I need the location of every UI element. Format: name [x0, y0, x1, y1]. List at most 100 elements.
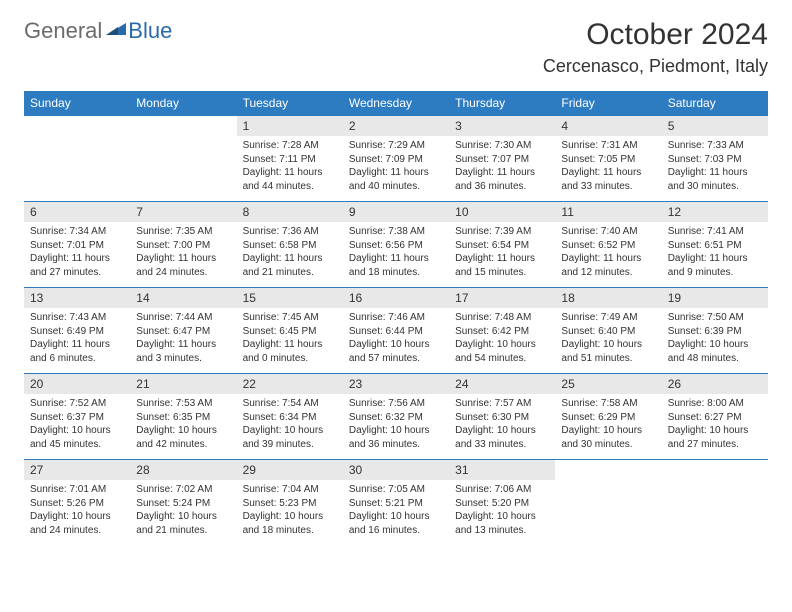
day-body: Sunrise: 7:05 AMSunset: 5:21 PMDaylight:…	[343, 480, 449, 540]
day-body: Sunrise: 7:41 AMSunset: 6:51 PMDaylight:…	[662, 222, 768, 282]
day-number: 21	[130, 374, 236, 394]
day-body: Sunrise: 7:02 AMSunset: 5:24 PMDaylight:…	[130, 480, 236, 540]
calendar-cell-empty	[662, 459, 768, 545]
calendar-cell: 15Sunrise: 7:45 AMSunset: 6:45 PMDayligh…	[237, 287, 343, 373]
logo-icon	[106, 21, 126, 42]
day-body: Sunrise: 7:40 AMSunset: 6:52 PMDaylight:…	[555, 222, 661, 282]
day-header-friday: Friday	[555, 91, 661, 115]
day-number: 8	[237, 202, 343, 222]
calendar-cell: 3Sunrise: 7:30 AMSunset: 7:07 PMDaylight…	[449, 115, 555, 201]
day-body: Sunrise: 7:29 AMSunset: 7:09 PMDaylight:…	[343, 136, 449, 196]
day-body: Sunrise: 7:31 AMSunset: 7:05 PMDaylight:…	[555, 136, 661, 196]
day-number: 31	[449, 460, 555, 480]
day-body: Sunrise: 7:28 AMSunset: 7:11 PMDaylight:…	[237, 136, 343, 196]
month-title: October 2024	[543, 18, 768, 52]
calendar-cell: 9Sunrise: 7:38 AMSunset: 6:56 PMDaylight…	[343, 201, 449, 287]
day-number: 29	[237, 460, 343, 480]
day-body: Sunrise: 7:49 AMSunset: 6:40 PMDaylight:…	[555, 308, 661, 368]
day-number: 15	[237, 288, 343, 308]
calendar-cell: 6Sunrise: 7:34 AMSunset: 7:01 PMDaylight…	[24, 201, 130, 287]
day-body: Sunrise: 7:48 AMSunset: 6:42 PMDaylight:…	[449, 308, 555, 368]
calendar-cell: 31Sunrise: 7:06 AMSunset: 5:20 PMDayligh…	[449, 459, 555, 545]
calendar-cell: 4Sunrise: 7:31 AMSunset: 7:05 PMDaylight…	[555, 115, 661, 201]
day-number: 17	[449, 288, 555, 308]
day-number: 4	[555, 116, 661, 136]
day-number: 22	[237, 374, 343, 394]
calendar-cell: 30Sunrise: 7:05 AMSunset: 5:21 PMDayligh…	[343, 459, 449, 545]
day-body: Sunrise: 7:39 AMSunset: 6:54 PMDaylight:…	[449, 222, 555, 282]
calendar-cell: 7Sunrise: 7:35 AMSunset: 7:00 PMDaylight…	[130, 201, 236, 287]
day-body: Sunrise: 7:06 AMSunset: 5:20 PMDaylight:…	[449, 480, 555, 540]
day-number: 9	[343, 202, 449, 222]
day-body: Sunrise: 7:46 AMSunset: 6:44 PMDaylight:…	[343, 308, 449, 368]
calendar-cell-empty	[130, 115, 236, 201]
day-number: 13	[24, 288, 130, 308]
day-body: Sunrise: 7:01 AMSunset: 5:26 PMDaylight:…	[24, 480, 130, 540]
day-number: 16	[343, 288, 449, 308]
day-body: Sunrise: 7:58 AMSunset: 6:29 PMDaylight:…	[555, 394, 661, 454]
calendar-cell: 22Sunrise: 7:54 AMSunset: 6:34 PMDayligh…	[237, 373, 343, 459]
day-body: Sunrise: 7:34 AMSunset: 7:01 PMDaylight:…	[24, 222, 130, 282]
day-number: 18	[555, 288, 661, 308]
title-block: October 2024 Cercenasco, Piedmont, Italy	[543, 18, 768, 77]
day-number: 28	[130, 460, 236, 480]
day-number: 14	[130, 288, 236, 308]
day-body: Sunrise: 7:04 AMSunset: 5:23 PMDaylight:…	[237, 480, 343, 540]
day-body: Sunrise: 7:36 AMSunset: 6:58 PMDaylight:…	[237, 222, 343, 282]
day-number: 3	[449, 116, 555, 136]
day-body: Sunrise: 7:53 AMSunset: 6:35 PMDaylight:…	[130, 394, 236, 454]
day-number: 6	[24, 202, 130, 222]
day-body: Sunrise: 7:52 AMSunset: 6:37 PMDaylight:…	[24, 394, 130, 454]
day-number: 20	[24, 374, 130, 394]
day-number: 27	[24, 460, 130, 480]
calendar-cell: 28Sunrise: 7:02 AMSunset: 5:24 PMDayligh…	[130, 459, 236, 545]
day-body: Sunrise: 7:38 AMSunset: 6:56 PMDaylight:…	[343, 222, 449, 282]
location: Cercenasco, Piedmont, Italy	[543, 56, 768, 77]
logo: General Blue	[24, 18, 172, 44]
calendar-cell: 24Sunrise: 7:57 AMSunset: 6:30 PMDayligh…	[449, 373, 555, 459]
calendar-cell: 14Sunrise: 7:44 AMSunset: 6:47 PMDayligh…	[130, 287, 236, 373]
day-number: 7	[130, 202, 236, 222]
day-number: 19	[662, 288, 768, 308]
day-number: 30	[343, 460, 449, 480]
day-body: Sunrise: 7:44 AMSunset: 6:47 PMDaylight:…	[130, 308, 236, 368]
calendar-cell: 12Sunrise: 7:41 AMSunset: 6:51 PMDayligh…	[662, 201, 768, 287]
day-body: Sunrise: 7:35 AMSunset: 7:00 PMDaylight:…	[130, 222, 236, 282]
calendar-cell: 20Sunrise: 7:52 AMSunset: 6:37 PMDayligh…	[24, 373, 130, 459]
day-number: 11	[555, 202, 661, 222]
day-number: 26	[662, 374, 768, 394]
header: General Blue October 2024 Cercenasco, Pi…	[24, 18, 768, 77]
calendar-cell: 27Sunrise: 7:01 AMSunset: 5:26 PMDayligh…	[24, 459, 130, 545]
calendar-cell: 29Sunrise: 7:04 AMSunset: 5:23 PMDayligh…	[237, 459, 343, 545]
calendar-cell: 19Sunrise: 7:50 AMSunset: 6:39 PMDayligh…	[662, 287, 768, 373]
day-body: Sunrise: 7:43 AMSunset: 6:49 PMDaylight:…	[24, 308, 130, 368]
day-body: Sunrise: 7:54 AMSunset: 6:34 PMDaylight:…	[237, 394, 343, 454]
day-body: Sunrise: 7:56 AMSunset: 6:32 PMDaylight:…	[343, 394, 449, 454]
calendar-grid: SundayMondayTuesdayWednesdayThursdayFrid…	[24, 91, 768, 545]
day-number: 24	[449, 374, 555, 394]
calendar-cell: 10Sunrise: 7:39 AMSunset: 6:54 PMDayligh…	[449, 201, 555, 287]
calendar-cell: 16Sunrise: 7:46 AMSunset: 6:44 PMDayligh…	[343, 287, 449, 373]
day-number: 25	[555, 374, 661, 394]
calendar-cell: 13Sunrise: 7:43 AMSunset: 6:49 PMDayligh…	[24, 287, 130, 373]
day-header-thursday: Thursday	[449, 91, 555, 115]
day-number: 1	[237, 116, 343, 136]
day-body: Sunrise: 8:00 AMSunset: 6:27 PMDaylight:…	[662, 394, 768, 454]
calendar-cell: 25Sunrise: 7:58 AMSunset: 6:29 PMDayligh…	[555, 373, 661, 459]
day-header-sunday: Sunday	[24, 91, 130, 115]
day-header-wednesday: Wednesday	[343, 91, 449, 115]
day-header-tuesday: Tuesday	[237, 91, 343, 115]
calendar-cell: 21Sunrise: 7:53 AMSunset: 6:35 PMDayligh…	[130, 373, 236, 459]
calendar-cell: 8Sunrise: 7:36 AMSunset: 6:58 PMDaylight…	[237, 201, 343, 287]
day-body: Sunrise: 7:45 AMSunset: 6:45 PMDaylight:…	[237, 308, 343, 368]
logo-text-blue: Blue	[128, 18, 172, 44]
calendar-cell: 2Sunrise: 7:29 AMSunset: 7:09 PMDaylight…	[343, 115, 449, 201]
day-body: Sunrise: 7:57 AMSunset: 6:30 PMDaylight:…	[449, 394, 555, 454]
logo-text-general: General	[24, 18, 102, 44]
calendar-cell: 18Sunrise: 7:49 AMSunset: 6:40 PMDayligh…	[555, 287, 661, 373]
calendar-cell: 26Sunrise: 8:00 AMSunset: 6:27 PMDayligh…	[662, 373, 768, 459]
day-body: Sunrise: 7:33 AMSunset: 7:03 PMDaylight:…	[662, 136, 768, 196]
calendar-cell: 1Sunrise: 7:28 AMSunset: 7:11 PMDaylight…	[237, 115, 343, 201]
calendar-cell-empty	[24, 115, 130, 201]
day-number: 5	[662, 116, 768, 136]
